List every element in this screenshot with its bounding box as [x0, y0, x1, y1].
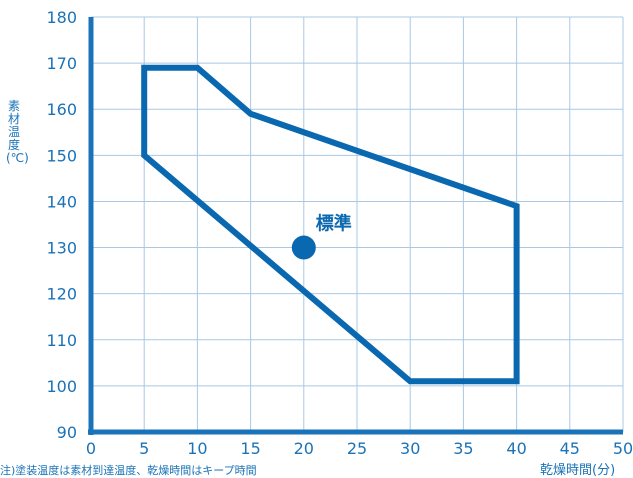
y-tick-label: 140 [46, 192, 77, 211]
x-tick-label: 0 [86, 439, 96, 458]
y-tick-label: 110 [46, 331, 77, 350]
x-axis-label: 乾燥時間(分) [540, 463, 616, 478]
x-tick-label: 35 [453, 439, 473, 458]
y-tick-label: 90 [57, 423, 77, 442]
series-outline [141, 64, 520, 385]
y-tick-label: 160 [46, 100, 77, 119]
x-tick-label: 40 [506, 439, 526, 458]
y-tick-label: 130 [46, 239, 77, 258]
x-tick-label: 50 [613, 439, 633, 458]
chart-note: 注)塗装温度は素材到達温度、乾燥時間はキープ時間 [0, 464, 257, 477]
y-tick-label: 100 [46, 377, 77, 396]
y-tick-label: 150 [46, 146, 77, 165]
y-tick-label: 180 [46, 8, 77, 27]
standard-point [291, 235, 316, 260]
x-tick-label: 5 [139, 439, 149, 458]
x-tick-label: 25 [347, 439, 367, 458]
y-tick-label: 170 [46, 54, 77, 73]
x-tick-label: 10 [187, 439, 207, 458]
x-tick-label: 15 [240, 439, 260, 458]
x-tick-label: 45 [560, 439, 580, 458]
x-tick-label: 20 [294, 439, 314, 458]
x-tick-label: 30 [400, 439, 420, 458]
y-tick-label: 120 [46, 285, 77, 304]
y-axis-label: 素材温度(℃) [6, 99, 29, 165]
standard-point-label: 標準 [316, 213, 352, 235]
